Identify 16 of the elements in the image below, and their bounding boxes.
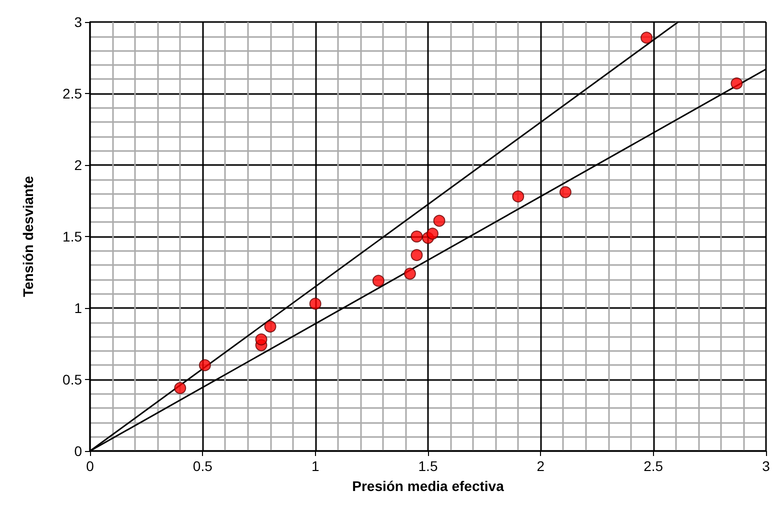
y-tick-label: 0.5 bbox=[62, 372, 82, 388]
x-axis-title: Presión media efectiva bbox=[352, 478, 504, 494]
y-tick-label: 0 bbox=[74, 443, 82, 459]
y-tick-label: 3 bbox=[74, 14, 82, 30]
x-tick-label: 0 bbox=[86, 458, 94, 474]
y-tick-label: 2 bbox=[74, 157, 82, 173]
x-tick-label: 2 bbox=[536, 458, 545, 474]
x-tick-label: 2.5 bbox=[644, 458, 664, 474]
y-tick-label: 1 bbox=[74, 300, 82, 316]
x-tick-label: 3 bbox=[762, 458, 770, 474]
y-axis-title: Tensión desviante bbox=[20, 176, 36, 298]
y-tick-label: 2.5 bbox=[62, 86, 82, 102]
x-tick-label: 1.5 bbox=[418, 458, 438, 474]
x-tick-label: 0.5 bbox=[192, 458, 213, 474]
x-tick-label: 1 bbox=[311, 458, 320, 474]
y-tick-label: 1.5 bbox=[62, 228, 82, 244]
